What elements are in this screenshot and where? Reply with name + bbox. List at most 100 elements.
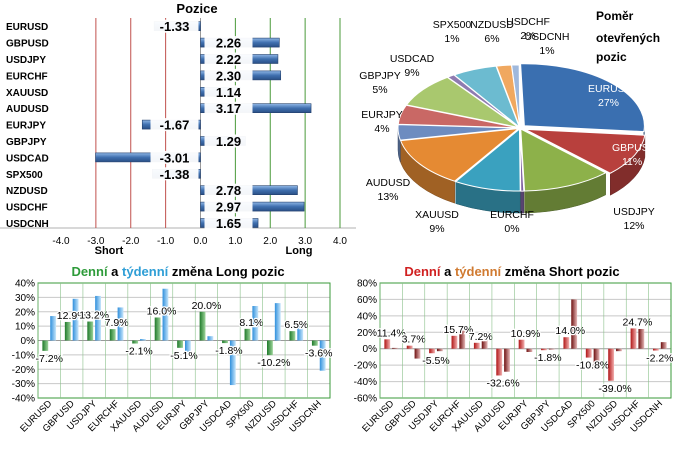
- title-part: a: [108, 264, 122, 279]
- y-tick-label: -30%: [12, 379, 35, 390]
- data-label: 7.2%: [469, 331, 493, 343]
- positions-value-label: 2.26: [216, 36, 241, 51]
- positions-chart-title: Pozice: [176, 1, 217, 16]
- pie-slice-value: 2%: [520, 30, 535, 42]
- data-label: 3.7%: [402, 334, 426, 346]
- data-label: -32.6%: [486, 377, 519, 389]
- data-label: -39.0%: [598, 383, 631, 395]
- pie-slice-label: AUDUSD: [366, 177, 411, 189]
- daily-bar: [652, 348, 659, 351]
- pie-slice: [405, 76, 519, 128]
- daily-bar: [267, 340, 273, 356]
- weekly-bar: [660, 342, 667, 349]
- data-label: -2.2%: [646, 353, 673, 365]
- weekly-bar: [593, 348, 600, 370]
- positions-value-box: [150, 118, 199, 132]
- data-label: 15.7%: [443, 324, 473, 336]
- daily-bar: [429, 348, 435, 354]
- positions-value-label: -1.38: [160, 167, 190, 182]
- pie-slice-label: EURUSD: [588, 83, 633, 95]
- positions-x-tick: -1.0: [157, 236, 175, 247]
- positions-category-label: EURUSD: [6, 22, 48, 33]
- positions-value-label: 2.78: [216, 183, 241, 198]
- positions-x-tick: -3.0: [87, 236, 105, 247]
- pie-slice-label: GBPUSD: [612, 142, 657, 154]
- weekly-bar: [414, 348, 421, 359]
- positions-value-box: [150, 167, 199, 181]
- short-change-title: Denní a týdenní změna Short pozic: [404, 264, 619, 279]
- weekly-bar: [638, 329, 645, 349]
- pie-slice-label: USDCAD: [390, 53, 435, 65]
- weekly-bar: [319, 340, 326, 371]
- positions-bar: [95, 152, 201, 163]
- weekly-bar: [274, 303, 281, 341]
- positions-category-label: USDCHF: [6, 203, 48, 214]
- positions-x-tick: 0.0: [194, 236, 208, 247]
- positions-category-label: EURCHF: [6, 71, 48, 82]
- long-change-title: Denní a týdenní změna Long pozic: [71, 264, 284, 279]
- positions-value-box: [204, 200, 253, 214]
- data-label: 13.2%: [79, 310, 109, 322]
- weekly-bar: [571, 299, 578, 349]
- open-positions-pie-chart: Poměr otevřených pozic EURUSD 27% GBPUSD 11…: [359, 9, 660, 235]
- daily-bar: [154, 317, 161, 341]
- positions-x-tick: -4.0: [52, 236, 70, 247]
- daily-bar: [496, 348, 503, 376]
- data-label: 10.9%: [511, 328, 541, 340]
- positions-chart: Pozice Short Long -4.0 -3.0 -2.0 -1.0 0.0 1.0…: [0, 1, 356, 257]
- positions-value-label: 3.17: [216, 101, 241, 116]
- weekly-bar: [548, 348, 555, 350]
- daily-bar: [109, 329, 116, 341]
- data-label: 14.0%: [555, 325, 585, 337]
- y-tick-label: 30%: [15, 293, 35, 304]
- weekly-bar: [459, 330, 466, 349]
- long-side-label: Long: [286, 245, 313, 257]
- daily-bar: [585, 348, 592, 358]
- positions-category-label: GBPJPY: [6, 137, 47, 148]
- pie-slice: [399, 127, 520, 182]
- weekly-bar: [95, 295, 101, 341]
- pie-slice: [525, 128, 646, 174]
- positions-value-label: 1.14: [216, 85, 242, 100]
- weekly-bar: [117, 307, 124, 341]
- positions-x-tick: -2.0: [122, 236, 140, 247]
- daily-bar: [608, 348, 615, 381]
- y-tick-label: 80%: [357, 279, 377, 290]
- long-change-chart: Denní a týdenní změna Long pozic 40% 30% 2…: [12, 264, 334, 435]
- data-label: 12.9%: [57, 310, 87, 322]
- positions-value-label: -1.33: [160, 19, 190, 34]
- data-label: -10.8%: [576, 360, 609, 372]
- pie-slice-label: NZDUSD: [470, 19, 514, 31]
- positions-bar: [200, 103, 312, 113]
- positions-x-tick: 3.0: [298, 236, 312, 247]
- pie-slice-value: 9%: [404, 67, 419, 79]
- data-label: 11.4%: [377, 327, 406, 339]
- pie-slice-value: 12%: [623, 220, 644, 232]
- y-tick-label: 10%: [15, 322, 35, 333]
- positions-value-label: 2.97: [216, 200, 241, 215]
- y-tick-label: -40%: [354, 377, 377, 388]
- data-label: -10.2%: [257, 357, 290, 369]
- weekly-bar: [252, 306, 259, 341]
- pie-slice-value: 27%: [598, 97, 619, 109]
- pie-slice-value: 13%: [377, 191, 398, 203]
- daily-bar: [199, 311, 206, 341]
- weekly-bar: [185, 340, 191, 352]
- weekly-bar: [207, 336, 214, 341]
- data-label: 20.0%: [192, 300, 222, 312]
- data-label: 16.0%: [147, 306, 177, 318]
- weekly-bar: [436, 348, 443, 352]
- pie-slice-label: USDCNH: [525, 31, 570, 43]
- positions-category-label: AUDUSD: [6, 104, 49, 115]
- positions-value-label: 2.30: [216, 68, 241, 83]
- data-label: -5.5%: [422, 355, 449, 367]
- positions-value-box: [204, 85, 253, 99]
- pie-slice-label: SPX500: [433, 19, 472, 31]
- positions-value-box: [204, 183, 253, 197]
- positions-value-box: [204, 134, 253, 148]
- positions-category-label: USDJPY: [6, 55, 46, 66]
- pie-title-line3: pozic: [596, 50, 627, 64]
- weekly-bar: [50, 316, 57, 341]
- data-label: 7.9%: [105, 317, 129, 329]
- weekly-bar: [162, 288, 169, 341]
